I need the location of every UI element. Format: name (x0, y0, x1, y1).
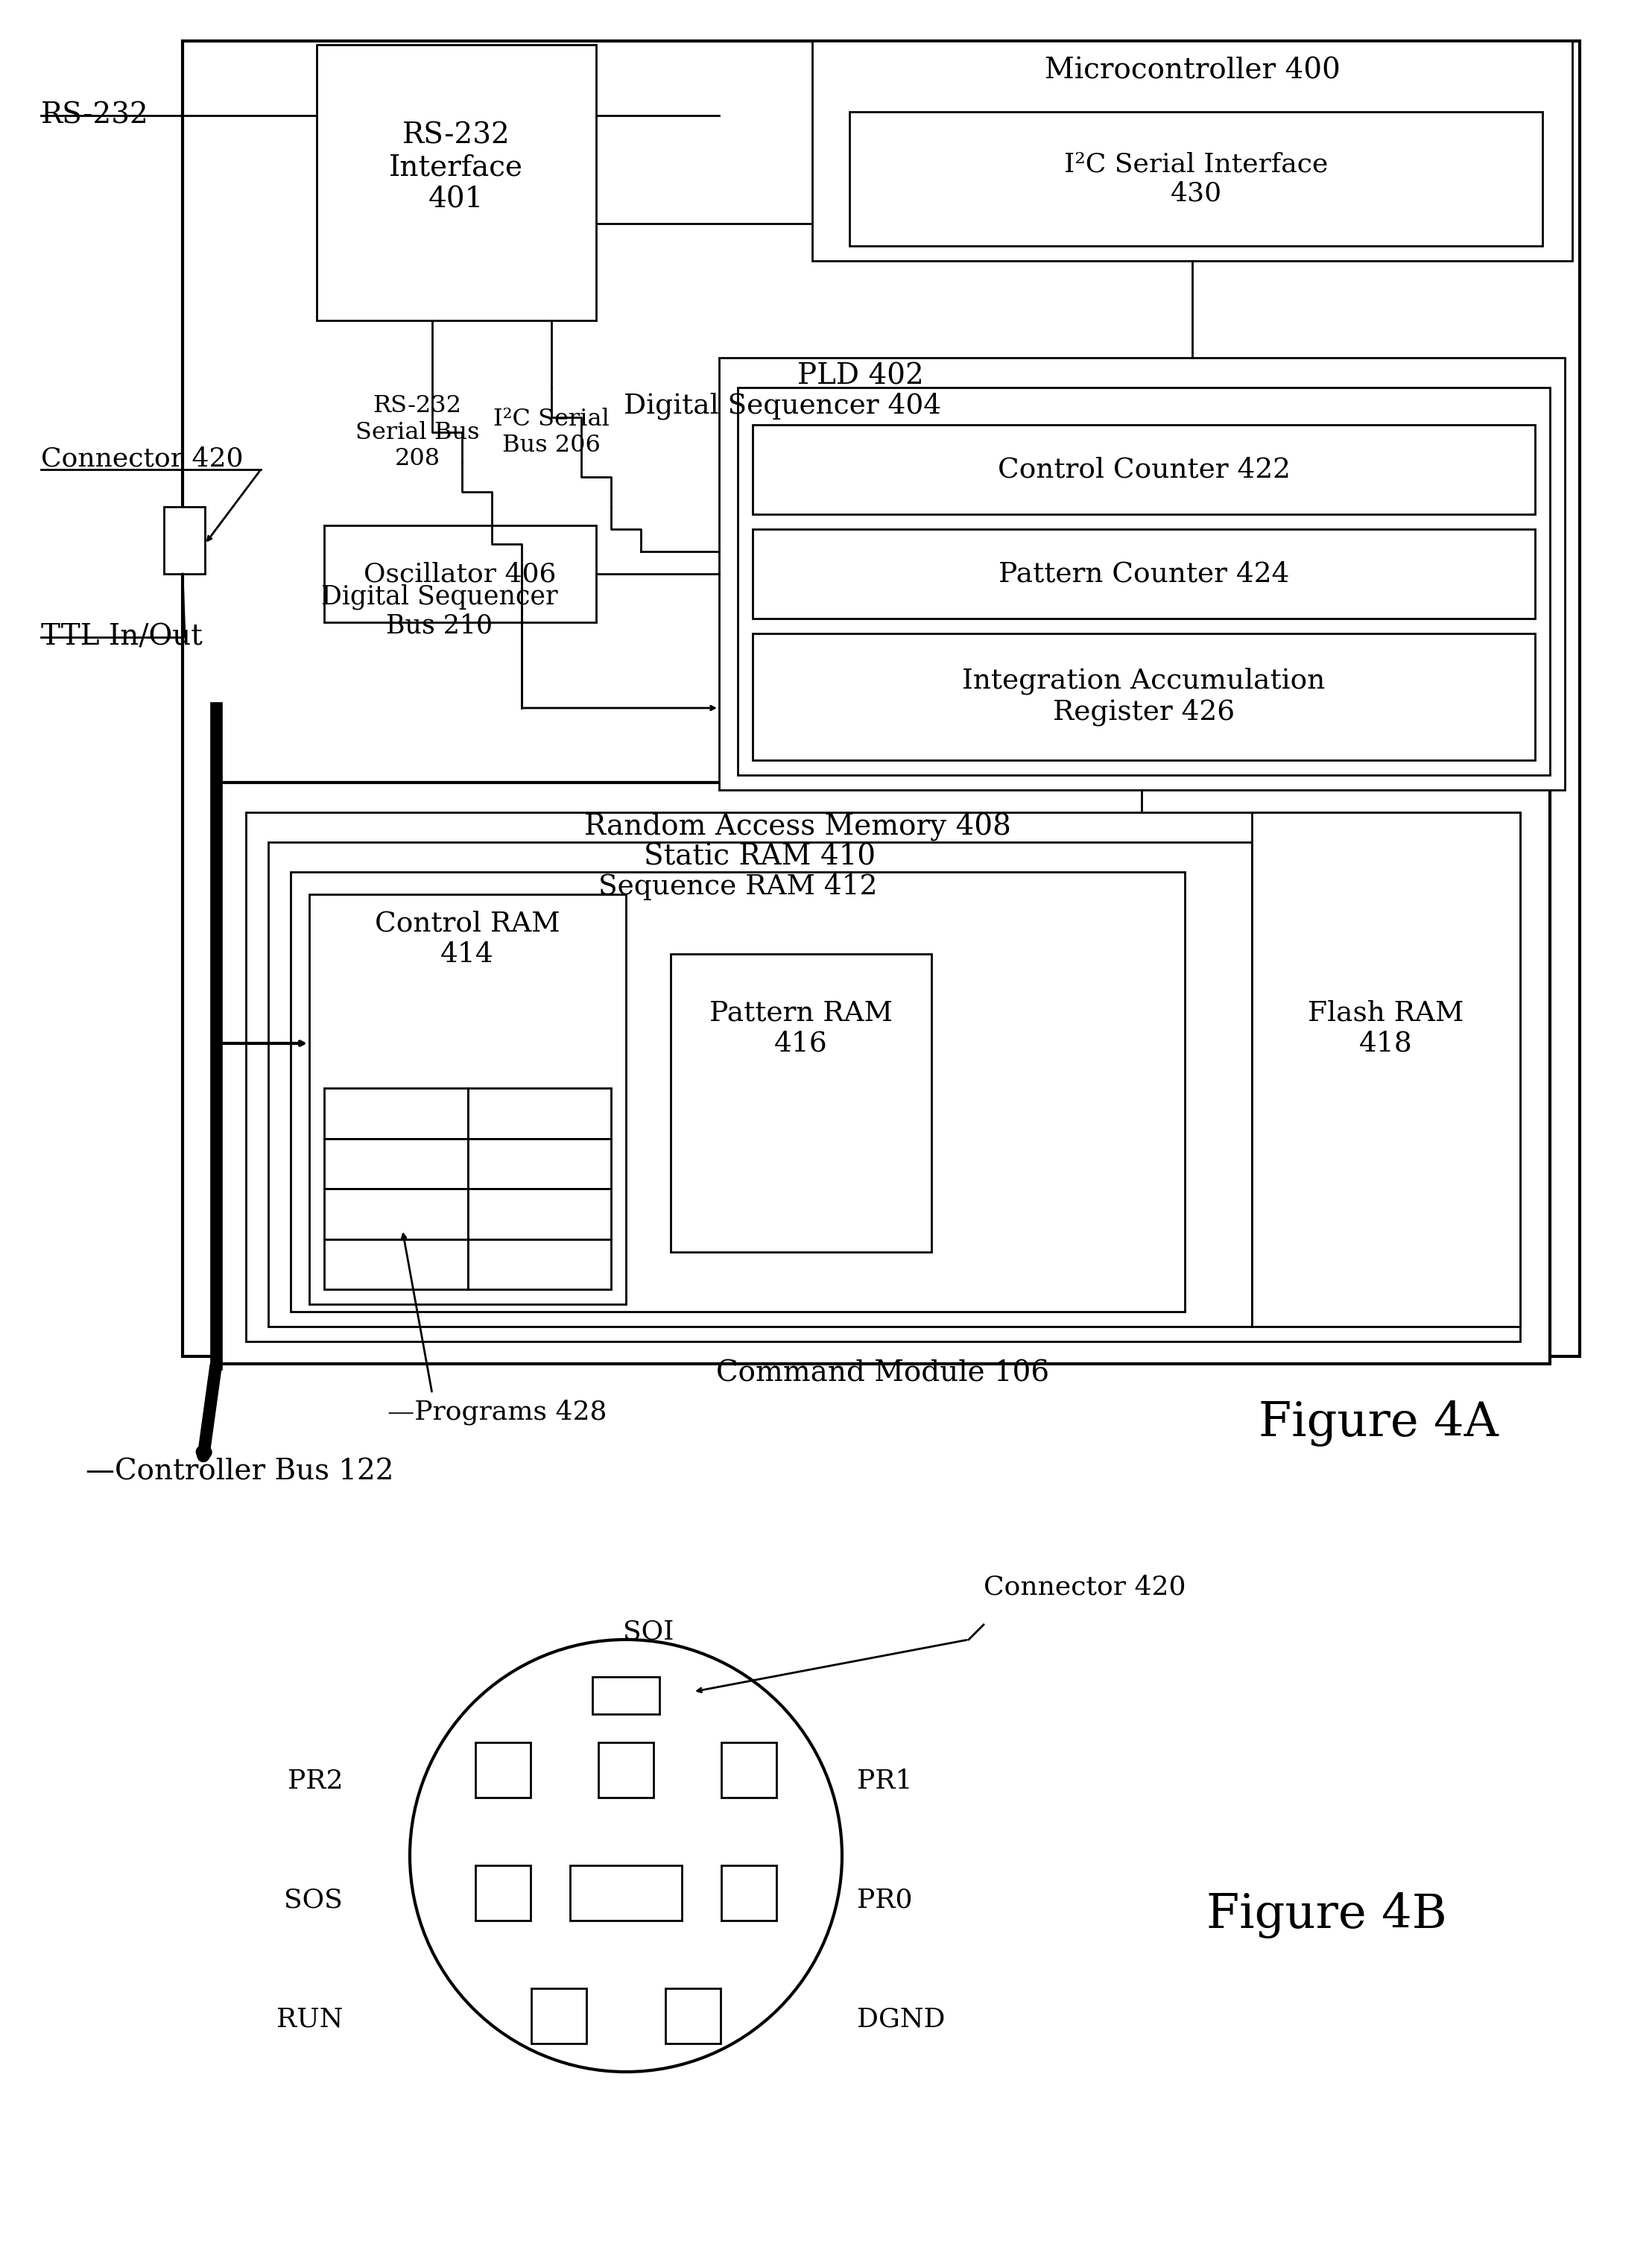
Text: Connector 420: Connector 420 (41, 446, 243, 471)
Text: Pattern Counter 424: Pattern Counter 424 (998, 560, 1289, 587)
Text: Static RAM 410: Static RAM 410 (644, 843, 876, 872)
Text: Connector 420: Connector 420 (983, 1575, 1186, 1600)
Bar (570, 1865, 682, 1921)
Text: PR0: PR0 (857, 1887, 912, 1914)
Bar (324, 1239, 468, 1289)
Text: RS-232
Interface
401: RS-232 Interface 401 (388, 121, 524, 213)
Bar (324, 524, 596, 623)
Bar (719, 359, 1564, 791)
Text: PLD 402: PLD 402 (798, 363, 923, 390)
Bar (164, 506, 205, 574)
Text: Command Module 106: Command Module 106 (717, 1360, 1049, 1387)
Bar (324, 1138, 468, 1188)
Text: RUN: RUN (276, 2008, 342, 2033)
Bar (216, 782, 1550, 1365)
Bar (476, 1743, 530, 1797)
Bar (183, 40, 1579, 1356)
Text: I²C Serial Interface
430: I²C Serial Interface 430 (1064, 152, 1328, 206)
Bar (324, 1089, 468, 1138)
Bar (468, 1138, 611, 1188)
Text: Microcontroller 400: Microcontroller 400 (1044, 56, 1340, 85)
Text: TTL In/Out: TTL In/Out (41, 623, 203, 650)
Text: Control Counter 422: Control Counter 422 (998, 457, 1290, 482)
Text: Control RAM
414: Control RAM 414 (375, 910, 560, 968)
Bar (246, 811, 1520, 1342)
Text: Integration Accumulation
Register 426: Integration Accumulation Register 426 (961, 668, 1325, 726)
Bar (671, 955, 932, 1253)
Text: I²C Serial
Bus 206: I²C Serial Bus 206 (494, 408, 610, 457)
Text: Pattern RAM
416: Pattern RAM 416 (709, 999, 892, 1058)
Bar (291, 872, 1184, 1311)
Bar (593, 1676, 659, 1714)
Text: Oscillator 406: Oscillator 406 (363, 560, 557, 587)
Bar (738, 388, 1550, 775)
Bar (753, 529, 1535, 619)
Bar (753, 426, 1535, 513)
Bar (317, 45, 596, 320)
Text: Figure 4B: Figure 4B (1206, 1891, 1447, 1938)
Text: SOI: SOI (623, 1620, 674, 1645)
Text: PR2: PR2 (287, 1768, 342, 1793)
Bar (666, 1988, 720, 2044)
Bar (268, 843, 1252, 1327)
Bar (849, 112, 1543, 247)
Text: —Controller Bus 122: —Controller Bus 122 (86, 1459, 393, 1486)
Text: RS-232
Serial Bus
208: RS-232 Serial Bus 208 (355, 394, 479, 471)
Bar (722, 1865, 776, 1921)
Text: Digital Sequencer
Bus 210: Digital Sequencer Bus 210 (320, 583, 558, 639)
Bar (722, 1743, 776, 1797)
Text: Sequence RAM 412: Sequence RAM 412 (598, 874, 877, 901)
Bar (468, 1188, 611, 1239)
Bar (324, 1188, 468, 1239)
Text: Digital Sequencer 404: Digital Sequencer 404 (624, 392, 942, 419)
Bar (813, 40, 1573, 260)
Bar (468, 1239, 611, 1289)
Text: Flash RAM
418: Flash RAM 418 (1308, 999, 1464, 1058)
Bar (753, 634, 1535, 760)
Text: DGND: DGND (857, 2008, 945, 2033)
Text: RS-232: RS-232 (41, 101, 149, 130)
Text: Figure 4A: Figure 4A (1259, 1401, 1498, 1445)
Text: SOS: SOS (284, 1887, 342, 1914)
Bar (468, 1089, 611, 1138)
Bar (598, 1743, 654, 1797)
Text: Random Access Memory 408: Random Access Memory 408 (583, 813, 1011, 840)
Text: —Programs 428: —Programs 428 (388, 1398, 606, 1425)
Bar (476, 1865, 530, 1921)
Text: PR1: PR1 (857, 1768, 912, 1793)
Bar (1252, 811, 1520, 1327)
Bar (532, 1988, 586, 2044)
Bar (309, 894, 626, 1304)
